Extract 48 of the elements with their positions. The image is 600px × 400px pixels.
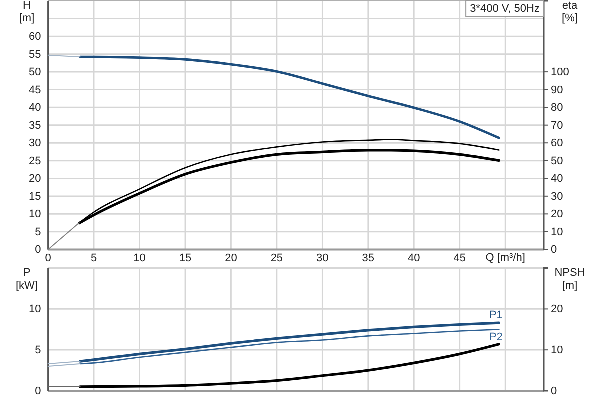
y2-tick-label: 10 [551,226,564,238]
y-tick-label: 30 [29,138,42,150]
x-tick-label: 30 [316,252,329,265]
y2-axis-title: NPSH [m] [554,267,586,292]
y-tick-label: 55 [29,48,42,61]
annotation: 3*400 V, 50Hz [470,2,540,15]
y2-tick-label: 40 [551,173,564,186]
y-tick-label: 5 [35,344,42,357]
y2-tick-label: 50 [551,155,564,168]
y2-axis-title: eta [%] [562,0,579,24]
x-tick-label: 5 [90,252,98,265]
x-tick-label: 0 [45,252,52,265]
x-tick-label: 45 [454,252,466,265]
x-tick-label: 40 [408,252,420,265]
y-tick-label: 15 [29,190,42,203]
y2-tick-label: 100 [551,66,570,79]
y2-tick-label: 90 [551,84,564,96]
y-tick-label: 10 [29,304,42,316]
x-tick-label: 25 [270,252,284,265]
y-tick-label: 35 [29,120,42,132]
y2-tick-label: 20 [551,208,564,221]
y2-tick-label: 30 [551,190,564,203]
y2-tick-label: 0 [551,244,558,256]
x-tick-label: 20 [225,252,238,265]
x-tick-label: 35 [362,252,375,265]
y-tick-label: 40 [29,102,42,114]
series-label: P1 [489,310,503,322]
y2-tick-label: 70 [551,120,564,132]
y-axis-title: P [kW] [16,267,38,292]
y2-tick-label: 60 [551,138,564,150]
y-tick-label: 25 [29,155,42,168]
y-tick-label: 45 [29,84,42,96]
y-tick-label: 5 [35,226,42,238]
y-tick-label: 0 [35,244,42,256]
y-tick-label: 0 [35,386,42,398]
x-axis-title: Q [m³/h] [486,252,526,264]
y-axis-title: H [m] [19,0,35,24]
y-tick-label: 10 [29,208,42,221]
y2-tick-label: 0 [551,386,558,398]
y-tick-label: 60 [29,31,42,44]
series-label: P2 [489,332,503,344]
x-tick-label: 15 [179,252,192,265]
y-tick-label: 50 [29,66,42,79]
y2-tick-label: 10 [551,344,564,357]
y2-tick-label: 80 [551,102,564,114]
x-tick-label: 10 [134,252,146,265]
y2-tick-label: 20 [551,304,564,316]
y-tick-label: 20 [29,173,42,186]
